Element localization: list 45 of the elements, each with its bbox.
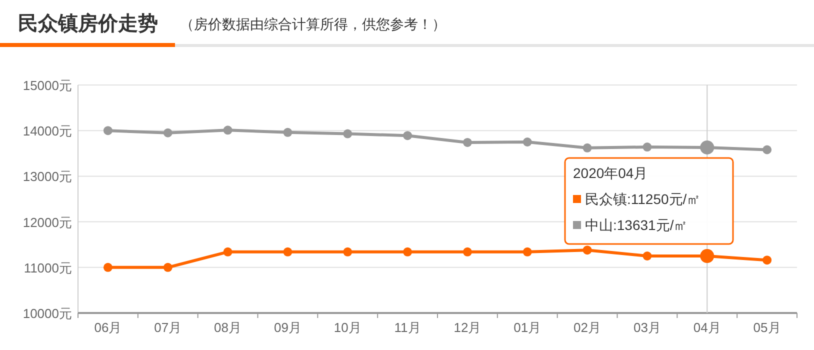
point xyxy=(762,145,772,154)
point xyxy=(163,128,172,138)
legend-label: 中山:13631元/㎡ xyxy=(585,217,688,233)
legend-title: 2020年04月 xyxy=(573,165,648,181)
point xyxy=(343,247,352,256)
point xyxy=(283,247,292,256)
y-tick-label: 11000元 xyxy=(24,260,72,276)
point xyxy=(403,131,412,140)
point xyxy=(403,247,412,256)
x-tick-label: 03月 xyxy=(633,320,661,335)
x-tick-label: 10月 xyxy=(334,320,362,335)
point xyxy=(762,256,772,265)
y-tick-label: 14000元 xyxy=(22,124,72,139)
x-tick-label: 11月 xyxy=(394,320,421,335)
y-tick-label: 10000元 xyxy=(22,306,72,321)
point xyxy=(103,126,112,136)
x-tick-label: 07月 xyxy=(154,320,182,335)
x-tick-label: 12月 xyxy=(454,320,482,335)
x-tick-label: 06月 xyxy=(94,320,122,335)
chart-title: 民众镇房价走势 xyxy=(18,12,158,35)
x-tick-label: 02月 xyxy=(574,320,602,335)
y-tick-label: 15000元 xyxy=(22,78,72,93)
point xyxy=(283,128,292,137)
point xyxy=(462,138,472,147)
point xyxy=(223,126,232,135)
x-tick-label: 05月 xyxy=(753,320,781,335)
point xyxy=(642,142,652,152)
point xyxy=(522,247,532,256)
legend-label: 民众镇:11250元/㎡ xyxy=(585,191,701,207)
x-tick-label: 04月 xyxy=(693,320,721,335)
point xyxy=(462,247,472,256)
point xyxy=(642,252,652,260)
point xyxy=(343,129,352,138)
point xyxy=(582,143,592,152)
point xyxy=(163,262,172,272)
point xyxy=(582,246,592,255)
y-tick-label: 12000元 xyxy=(22,214,72,230)
x-tick-label: 09月 xyxy=(274,320,302,335)
point xyxy=(223,247,232,256)
point xyxy=(103,262,112,272)
x-tick-label: 01月 xyxy=(514,320,542,335)
y-tick-label: 13000元 xyxy=(22,169,72,184)
point xyxy=(522,138,532,146)
x-tick-label: 08月 xyxy=(214,320,242,335)
chart-subtitle: （房价数据由综合计算所得，供您参考！） xyxy=(180,16,446,32)
